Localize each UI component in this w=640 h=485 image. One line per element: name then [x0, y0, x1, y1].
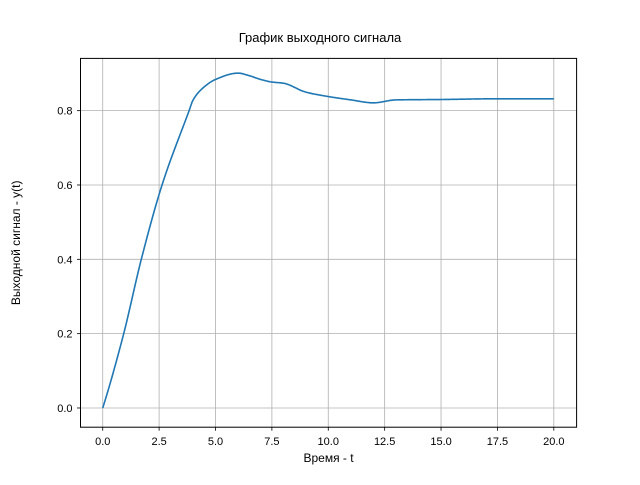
- svg-text:17.5: 17.5: [487, 436, 508, 448]
- svg-text:15.0: 15.0: [430, 436, 451, 448]
- svg-text:Время - t: Время - t: [303, 451, 354, 465]
- svg-text:12.5: 12.5: [374, 436, 395, 448]
- svg-text:7.5: 7.5: [264, 436, 279, 448]
- svg-text:0.0: 0.0: [95, 436, 110, 448]
- svg-text:0.0: 0.0: [57, 403, 72, 415]
- svg-text:10.0: 10.0: [318, 436, 339, 448]
- svg-text:2.5: 2.5: [151, 436, 166, 448]
- svg-text:0.8: 0.8: [57, 106, 72, 118]
- svg-text:Выходной сигнал - y(t): Выходной сигнал - y(t): [9, 180, 23, 305]
- svg-text:20.0: 20.0: [543, 436, 564, 448]
- svg-text:5.0: 5.0: [208, 436, 223, 448]
- svg-text:График выходного сигнала: График выходного сигнала: [239, 30, 402, 45]
- svg-text:0.6: 0.6: [57, 180, 72, 192]
- svg-text:0.4: 0.4: [57, 254, 72, 266]
- svg-text:0.2: 0.2: [57, 329, 72, 341]
